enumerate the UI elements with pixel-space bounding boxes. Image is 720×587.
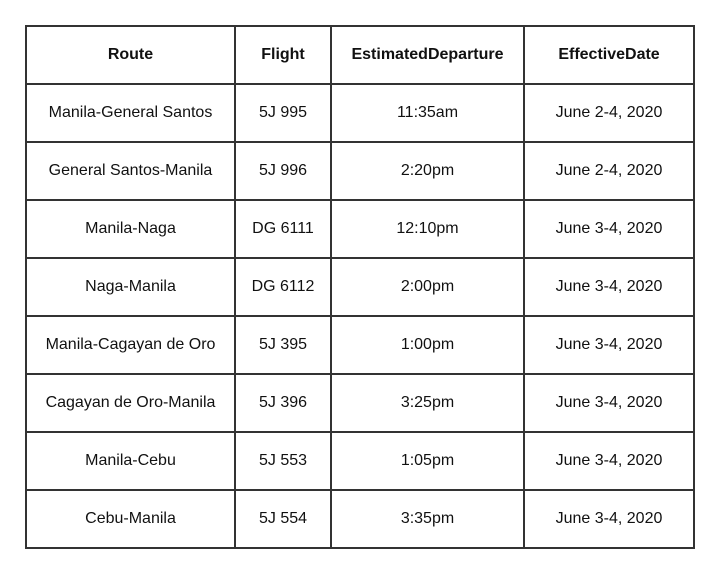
effective-date-cell: June 3-4, 2020 — [523, 199, 695, 259]
departure-cell: 11:35am — [330, 83, 525, 143]
route-cell: Manila-Cagayan de Oro — [25, 315, 236, 375]
table-row: Manila-Cebu 5J 553 1:05pm June 3-4, 2020 — [25, 431, 695, 491]
table-row: Manila-Cagayan de Oro 5J 395 1:00pm June 3-… — [25, 315, 695, 375]
table-row: Cagayan de Oro-Manila 5J 396 3:25pm June 3-… — [25, 373, 695, 433]
effective-date-cell: June 3-4, 2020 — [523, 257, 695, 317]
effective-date-cell: June 2-4, 2020 — [523, 83, 695, 143]
route-cell: Manila-Cebu — [25, 431, 236, 491]
flight-cell: DG 6111 — [234, 199, 332, 259]
header-row: Route Flight EstimatedDeparture Effectiv… — [25, 25, 695, 85]
table-row: General Santos-Manila 5J 996 2:20pm June 2-… — [25, 141, 695, 201]
route-cell: General Santos-Manila — [25, 141, 236, 201]
table-row: Cebu-Manila 5J 554 3:35pm June 3-4, 2020 — [25, 489, 695, 549]
header-estimated-departure: EstimatedDeparture — [330, 25, 525, 85]
route-cell: Cebu-Manila — [25, 489, 236, 549]
departure-cell: 12:10pm — [330, 199, 525, 259]
header-flight: Flight — [234, 25, 332, 85]
route-cell: Manila-General Santos — [25, 83, 236, 143]
flight-cell: 5J 396 — [234, 373, 332, 433]
table-row: Manila-Naga DG 6111 12:10pm June 3-4, 2020 — [25, 199, 695, 259]
departure-cell: 3:35pm — [330, 489, 525, 549]
departure-cell: 1:00pm — [330, 315, 525, 375]
table-row: Manila-General Santos 5J 995 11:35am June 2… — [25, 83, 695, 143]
route-cell: Naga-Manila — [25, 257, 236, 317]
table-row: Naga-Manila DG 6112 2:00pm June 3-4, 2020 — [25, 257, 695, 317]
departure-cell: 2:00pm — [330, 257, 525, 317]
departure-cell: 1:05pm — [330, 431, 525, 491]
effective-date-cell: June 3-4, 2020 — [523, 489, 695, 549]
departure-cell: 3:25pm — [330, 373, 525, 433]
effective-date-cell: June 3-4, 2020 — [523, 315, 695, 375]
header-route: Route — [25, 25, 236, 85]
flight-cell: DG 6112 — [234, 257, 332, 317]
effective-date-cell: June 3-4, 2020 — [523, 373, 695, 433]
effective-date-cell: June 3-4, 2020 — [523, 431, 695, 491]
flight-schedule-table: Route Flight EstimatedDeparture Effectiv… — [25, 25, 695, 549]
flight-cell: 5J 996 — [234, 141, 332, 201]
flight-cell: 5J 553 — [234, 431, 332, 491]
header-effective-date: EffectiveDate — [523, 25, 695, 85]
effective-date-cell: June 2-4, 2020 — [523, 141, 695, 201]
departure-cell: 2:20pm — [330, 141, 525, 201]
route-cell: Manila-Naga — [25, 199, 236, 259]
flight-cell: 5J 395 — [234, 315, 332, 375]
flight-cell: 5J 995 — [234, 83, 332, 143]
route-cell: Cagayan de Oro-Manila — [25, 373, 236, 433]
flight-cell: 5J 554 — [234, 489, 332, 549]
